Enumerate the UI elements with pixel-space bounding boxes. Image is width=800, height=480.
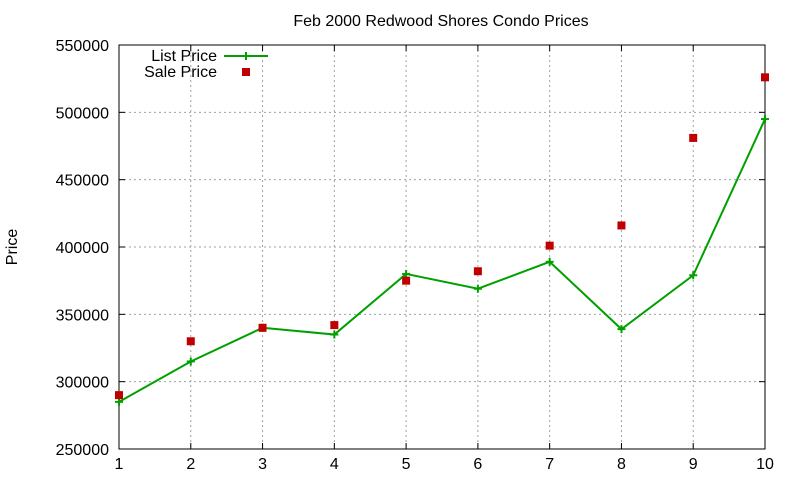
y-tick-label: 250000 (56, 442, 109, 459)
point-sale-price (115, 391, 123, 400)
legend: List Price Sale Price (144, 48, 268, 81)
point-sale-price (473, 267, 482, 276)
y-tick-label: 350000 (56, 307, 109, 324)
legend-marker-list-price (242, 52, 250, 60)
point-list-price (617, 325, 626, 334)
x-tick-label: 2 (186, 456, 195, 473)
point-sale-price (186, 337, 195, 346)
point-list-price (473, 284, 482, 293)
y-tick-label: 300000 (56, 375, 109, 392)
series-line-list-price (118, 118, 766, 403)
point-list-price (115, 397, 123, 406)
x-tick-label: 6 (473, 456, 482, 473)
legend-label-list-price: List Price (151, 48, 217, 65)
point-list-price (761, 115, 769, 124)
x-tick-label: 1 (115, 456, 124, 473)
y-tick-label: 450000 (56, 173, 109, 190)
point-sale-price (258, 323, 267, 332)
x-tick-label: 3 (258, 456, 267, 473)
y-tick-label: 500000 (56, 105, 109, 122)
grid (119, 45, 765, 449)
ticks: 250000 300000 350000 400000 450000 500000 5500… (56, 38, 774, 473)
legend-label-sale-price: Sale Price (144, 64, 217, 81)
point-sale-price (617, 221, 626, 230)
y-tick-label: 550000 (56, 38, 109, 55)
x-tick-label: 9 (689, 456, 698, 473)
point-list-price (330, 330, 339, 339)
x-tick-label: 10 (756, 456, 774, 473)
point-list-price (689, 271, 698, 280)
x-tick-label: 8 (617, 456, 626, 473)
chart-title: Feb 2000 Redwood Shores Condo Prices (293, 13, 588, 30)
y-tick-label: 400000 (56, 240, 109, 257)
legend-marker-sale-price (242, 68, 250, 76)
point-list-price (402, 269, 411, 278)
point-sale-price (689, 133, 698, 142)
point-sale-price (402, 276, 411, 285)
x-tick-label: 5 (402, 456, 411, 473)
point-sale-price (761, 73, 769, 82)
point-list-price (545, 257, 554, 266)
point-sale-price (545, 241, 554, 250)
y-axis-label: Price (4, 229, 21, 266)
series (115, 73, 769, 406)
x-tick-label: 4 (330, 456, 339, 473)
point-list-price (186, 357, 195, 366)
point-sale-price (330, 321, 339, 330)
x-tick-label: 7 (545, 456, 554, 473)
